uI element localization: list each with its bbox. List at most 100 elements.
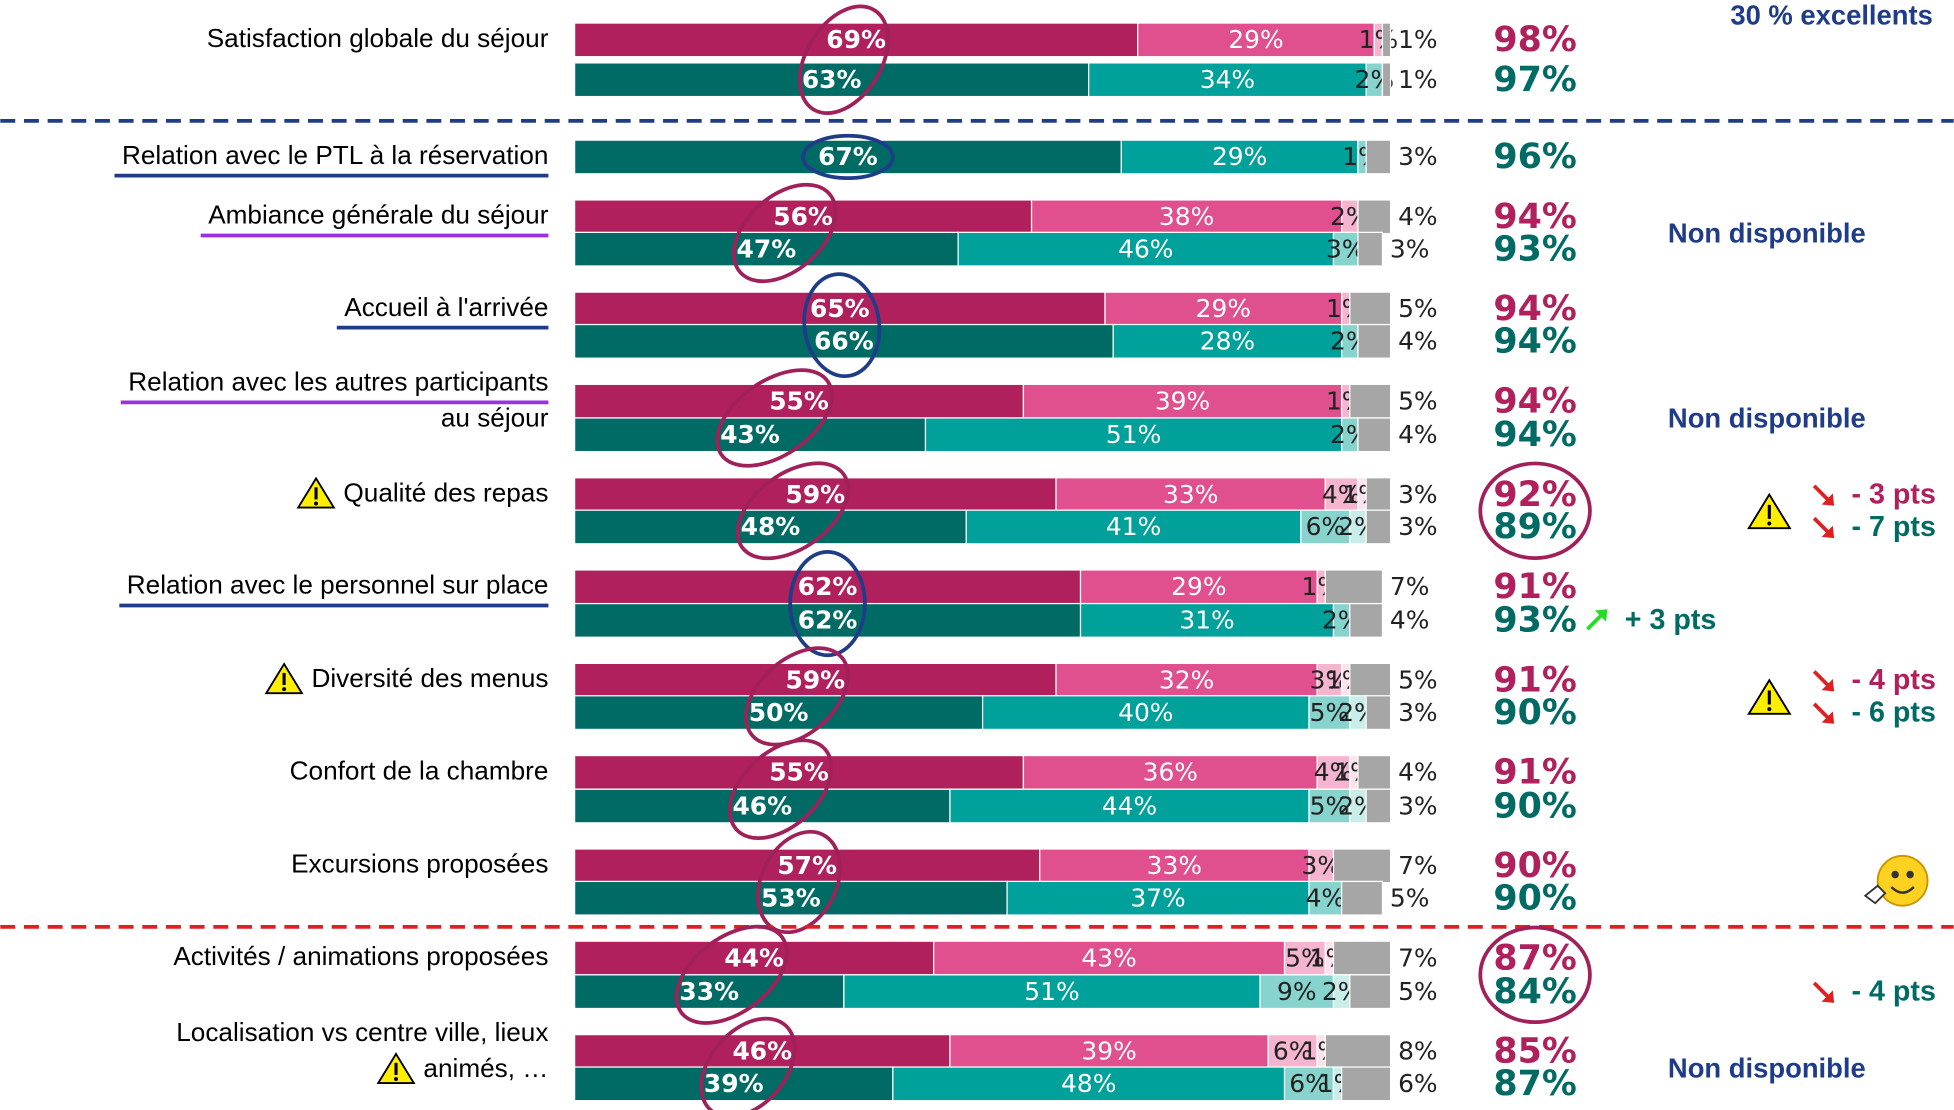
bar-segment — [1300, 509, 1351, 545]
bar-segment — [1267, 1034, 1318, 1069]
segment-label: 3% — [1398, 698, 1438, 727]
highlight-circle — [801, 133, 895, 181]
segment-label: 65% — [810, 294, 870, 323]
segment-label: 37% — [1130, 883, 1185, 912]
trend-label: - 3 pts — [1852, 478, 1936, 510]
segment-label: 29% — [1212, 142, 1267, 171]
bar-segment — [1112, 323, 1343, 359]
bar-segment — [1316, 662, 1343, 698]
segment-label: 3% — [1398, 480, 1438, 509]
highlight-circle — [735, 461, 850, 561]
segment-label: 5% — [1310, 791, 1350, 820]
segment-label: 4% — [1398, 202, 1438, 231]
bar-segment — [1006, 880, 1310, 916]
segment-label: 5% — [1398, 386, 1438, 415]
bar-segment — [1381, 62, 1392, 98]
segment-label: 43% — [720, 420, 780, 449]
total-label: 89% — [1493, 507, 1576, 547]
bar-segment — [573, 788, 951, 824]
bar-segment — [573, 477, 1057, 513]
total-label: 94% — [1493, 381, 1576, 421]
total-label: 90% — [1493, 878, 1576, 918]
segment-label: 4% — [1398, 758, 1438, 787]
bar-segment — [1357, 199, 1392, 235]
bar-segment — [1120, 139, 1359, 175]
bar-segment — [1332, 940, 1392, 976]
segment-label: 46% — [732, 791, 792, 820]
segment-label: 9% — [1277, 977, 1317, 1006]
segment-label: 56% — [773, 202, 833, 231]
segment-label: 6% — [1273, 1037, 1313, 1066]
total-label: 91% — [1493, 753, 1576, 793]
segment-label: 3% — [1390, 234, 1430, 263]
segment-label: 44% — [724, 943, 784, 972]
bar-segment — [1316, 754, 1351, 790]
segment-label: 3% — [1398, 142, 1438, 171]
segment-label: 62% — [798, 572, 858, 601]
bar-segment — [1283, 1066, 1335, 1102]
segment-label: 55% — [769, 386, 829, 415]
segment-label: 53% — [761, 883, 821, 912]
segment-label: 38% — [1159, 202, 1214, 231]
bar-segment — [1341, 1066, 1392, 1102]
row-label: Ambiance générale du séjour — [208, 200, 549, 230]
segment-label: 4% — [1314, 758, 1354, 787]
segment-label: 44% — [1102, 791, 1157, 820]
bar-segment — [1349, 602, 1384, 638]
segment-label: 55% — [769, 758, 829, 787]
segment-label: 57% — [777, 851, 837, 880]
segment-label: 33% — [1147, 851, 1202, 880]
segment-label: 39% — [1155, 386, 1210, 415]
segment-label: 51% — [1106, 420, 1161, 449]
warning-icon-dot — [1767, 707, 1772, 712]
bar-segment — [1341, 880, 1384, 916]
trend-arrow-head — [1821, 990, 1835, 1003]
total-label: 94% — [1493, 197, 1576, 237]
warning-icon-dot — [394, 1077, 399, 1082]
trend-arrow-head — [1821, 493, 1835, 506]
row-label: Satisfaction globale du séjour — [207, 23, 549, 53]
bar-segment — [1349, 974, 1392, 1010]
total-label: 85% — [1493, 1032, 1576, 1072]
trend-arrow-head — [1821, 525, 1835, 539]
total-circle — [1478, 461, 1592, 560]
segment-label: 39% — [1081, 1037, 1136, 1066]
bar-segment — [573, 569, 1082, 605]
row-label: animés, … — [423, 1053, 548, 1083]
segment-label: 59% — [786, 480, 846, 509]
total-label: 96% — [1493, 137, 1576, 177]
highlight-circle — [788, 550, 867, 658]
bar-segment — [1357, 231, 1384, 267]
total-label: 91% — [1493, 660, 1576, 700]
highlight-circle — [715, 368, 834, 468]
bar-segment — [1365, 695, 1392, 731]
segment-label: 4% — [1398, 420, 1438, 449]
bar-segment — [1324, 1034, 1392, 1069]
highlight-circle — [699, 1016, 797, 1110]
segment-label: 59% — [786, 665, 846, 694]
bar-segment — [1324, 569, 1384, 605]
total-label: 92% — [1493, 475, 1576, 515]
total-label: 93% — [1493, 601, 1576, 641]
segment-label: 41% — [1106, 512, 1161, 541]
segment-label: 6% — [1398, 1069, 1438, 1098]
segment-label: 40% — [1118, 698, 1173, 727]
total-circle — [1478, 925, 1592, 1025]
warning-icon-dot — [314, 501, 319, 506]
row-label: Accueil à l'arrivée — [344, 292, 548, 322]
segment-label: 31% — [1179, 606, 1234, 635]
total-label: 87% — [1493, 1064, 1576, 1104]
note: Non disponible — [1668, 218, 1866, 249]
bar-segment — [573, 22, 1139, 58]
bar-segment — [1381, 22, 1392, 58]
segment-label: 51% — [1024, 977, 1079, 1006]
segment-label: 50% — [749, 698, 809, 727]
segment-label: 46% — [1118, 234, 1173, 263]
total-label: 90% — [1493, 693, 1576, 733]
highlight-circle — [797, 4, 890, 116]
bar-segment — [892, 1066, 1286, 1102]
segment-label: 36% — [1143, 758, 1198, 787]
segment-label: 7% — [1390, 572, 1430, 601]
bar-segment — [1349, 662, 1392, 698]
